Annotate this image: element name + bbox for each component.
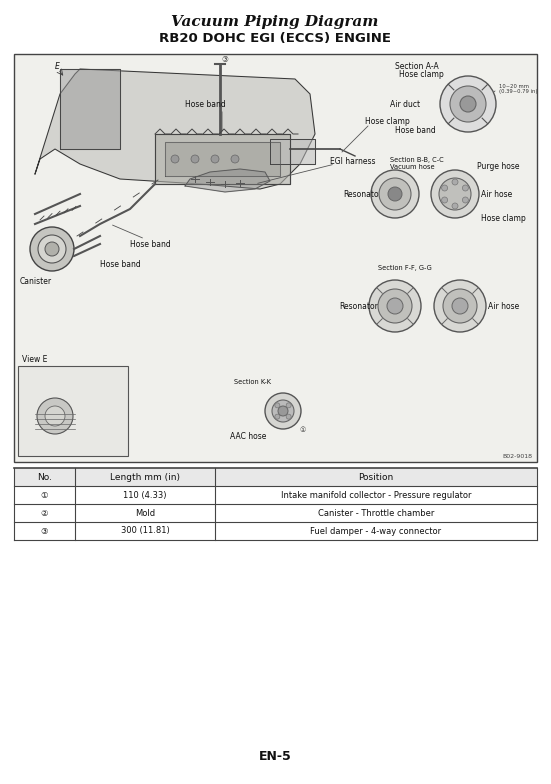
Polygon shape xyxy=(35,69,315,189)
Text: Section B-B, C-C: Section B-B, C-C xyxy=(390,157,444,163)
Circle shape xyxy=(462,185,468,191)
Polygon shape xyxy=(60,69,120,149)
Text: ②: ② xyxy=(41,509,48,517)
Text: AAC hose: AAC hose xyxy=(230,431,266,441)
Circle shape xyxy=(452,179,458,185)
Text: E: E xyxy=(55,61,60,71)
Text: Air hose: Air hose xyxy=(488,302,519,310)
Polygon shape xyxy=(185,169,270,192)
Circle shape xyxy=(211,155,219,163)
Text: ③: ③ xyxy=(222,55,229,64)
Text: Canister: Canister xyxy=(20,277,52,285)
Circle shape xyxy=(387,298,403,314)
Bar xyxy=(18,366,128,456)
Text: Section K-K: Section K-K xyxy=(234,379,271,385)
Circle shape xyxy=(275,414,280,419)
Circle shape xyxy=(443,289,477,323)
Text: View E: View E xyxy=(22,354,47,364)
Circle shape xyxy=(231,155,239,163)
Text: Hose clamp: Hose clamp xyxy=(481,213,526,223)
Polygon shape xyxy=(155,134,290,184)
Circle shape xyxy=(286,403,291,408)
Circle shape xyxy=(462,197,468,203)
Circle shape xyxy=(434,280,486,332)
Polygon shape xyxy=(270,139,315,164)
Circle shape xyxy=(460,96,476,112)
Text: RB20 DOHC EGI (ECCS) ENGINE: RB20 DOHC EGI (ECCS) ENGINE xyxy=(159,31,391,45)
Text: Hose clamp: Hose clamp xyxy=(399,70,444,78)
Text: Vacuum Piping Diagram: Vacuum Piping Diagram xyxy=(171,15,379,29)
Text: Canister - Throttle chamber: Canister - Throttle chamber xyxy=(318,509,434,517)
Text: Intake manifold collector - Pressure regulator: Intake manifold collector - Pressure reg… xyxy=(281,491,471,499)
Circle shape xyxy=(38,235,66,263)
Circle shape xyxy=(45,406,65,426)
Text: Length mm (in): Length mm (in) xyxy=(110,473,180,481)
Text: Hose clamp: Hose clamp xyxy=(365,117,410,125)
Circle shape xyxy=(450,86,486,122)
Text: Hose band: Hose band xyxy=(185,100,225,108)
Circle shape xyxy=(439,178,471,210)
Circle shape xyxy=(191,155,199,163)
Text: Mold: Mold xyxy=(135,509,155,517)
Bar xyxy=(14,54,537,462)
Text: EN-5: EN-5 xyxy=(258,750,291,763)
Circle shape xyxy=(379,178,411,210)
Text: Resonator: Resonator xyxy=(343,190,382,198)
Text: EGI harness: EGI harness xyxy=(330,157,375,165)
Circle shape xyxy=(388,187,402,201)
Circle shape xyxy=(278,406,288,416)
Text: ③: ③ xyxy=(41,527,48,535)
Text: Hose band: Hose band xyxy=(130,239,171,249)
Circle shape xyxy=(171,155,179,163)
Text: Air duct: Air duct xyxy=(390,100,420,108)
Circle shape xyxy=(441,197,447,203)
Circle shape xyxy=(440,76,496,132)
Text: Section F-F, G-G: Section F-F, G-G xyxy=(378,265,432,271)
Text: 300 (11.81): 300 (11.81) xyxy=(121,527,169,535)
Circle shape xyxy=(265,393,301,429)
Bar xyxy=(14,468,537,486)
Circle shape xyxy=(30,227,74,271)
Text: Section A-A: Section A-A xyxy=(395,61,439,71)
Circle shape xyxy=(272,400,294,422)
Polygon shape xyxy=(165,142,280,176)
Text: Resonator: Resonator xyxy=(339,302,378,310)
Text: Vacuum hose: Vacuum hose xyxy=(390,164,435,170)
Text: Position: Position xyxy=(358,473,393,481)
Circle shape xyxy=(452,203,458,209)
Circle shape xyxy=(286,414,291,419)
Circle shape xyxy=(45,242,59,256)
Text: ①: ① xyxy=(300,427,306,433)
Circle shape xyxy=(452,298,468,314)
Text: Hose band: Hose band xyxy=(100,260,141,268)
Text: Air hose: Air hose xyxy=(481,190,512,198)
Text: B02-9018: B02-9018 xyxy=(502,454,532,459)
Text: 10~20 mm
(0.39~0.79 in): 10~20 mm (0.39~0.79 in) xyxy=(499,84,537,94)
Circle shape xyxy=(431,170,479,218)
Text: No.: No. xyxy=(37,473,52,481)
Text: Purge hose: Purge hose xyxy=(477,162,520,170)
Circle shape xyxy=(441,185,447,191)
Circle shape xyxy=(37,398,73,434)
Text: Fuel damper - 4-way connector: Fuel damper - 4-way connector xyxy=(310,527,441,535)
Text: Hose band: Hose band xyxy=(395,125,435,135)
Circle shape xyxy=(371,170,419,218)
Circle shape xyxy=(275,403,280,408)
Text: 110 (4.33): 110 (4.33) xyxy=(123,491,167,499)
Circle shape xyxy=(378,289,412,323)
Text: ①: ① xyxy=(41,491,48,499)
Circle shape xyxy=(369,280,421,332)
